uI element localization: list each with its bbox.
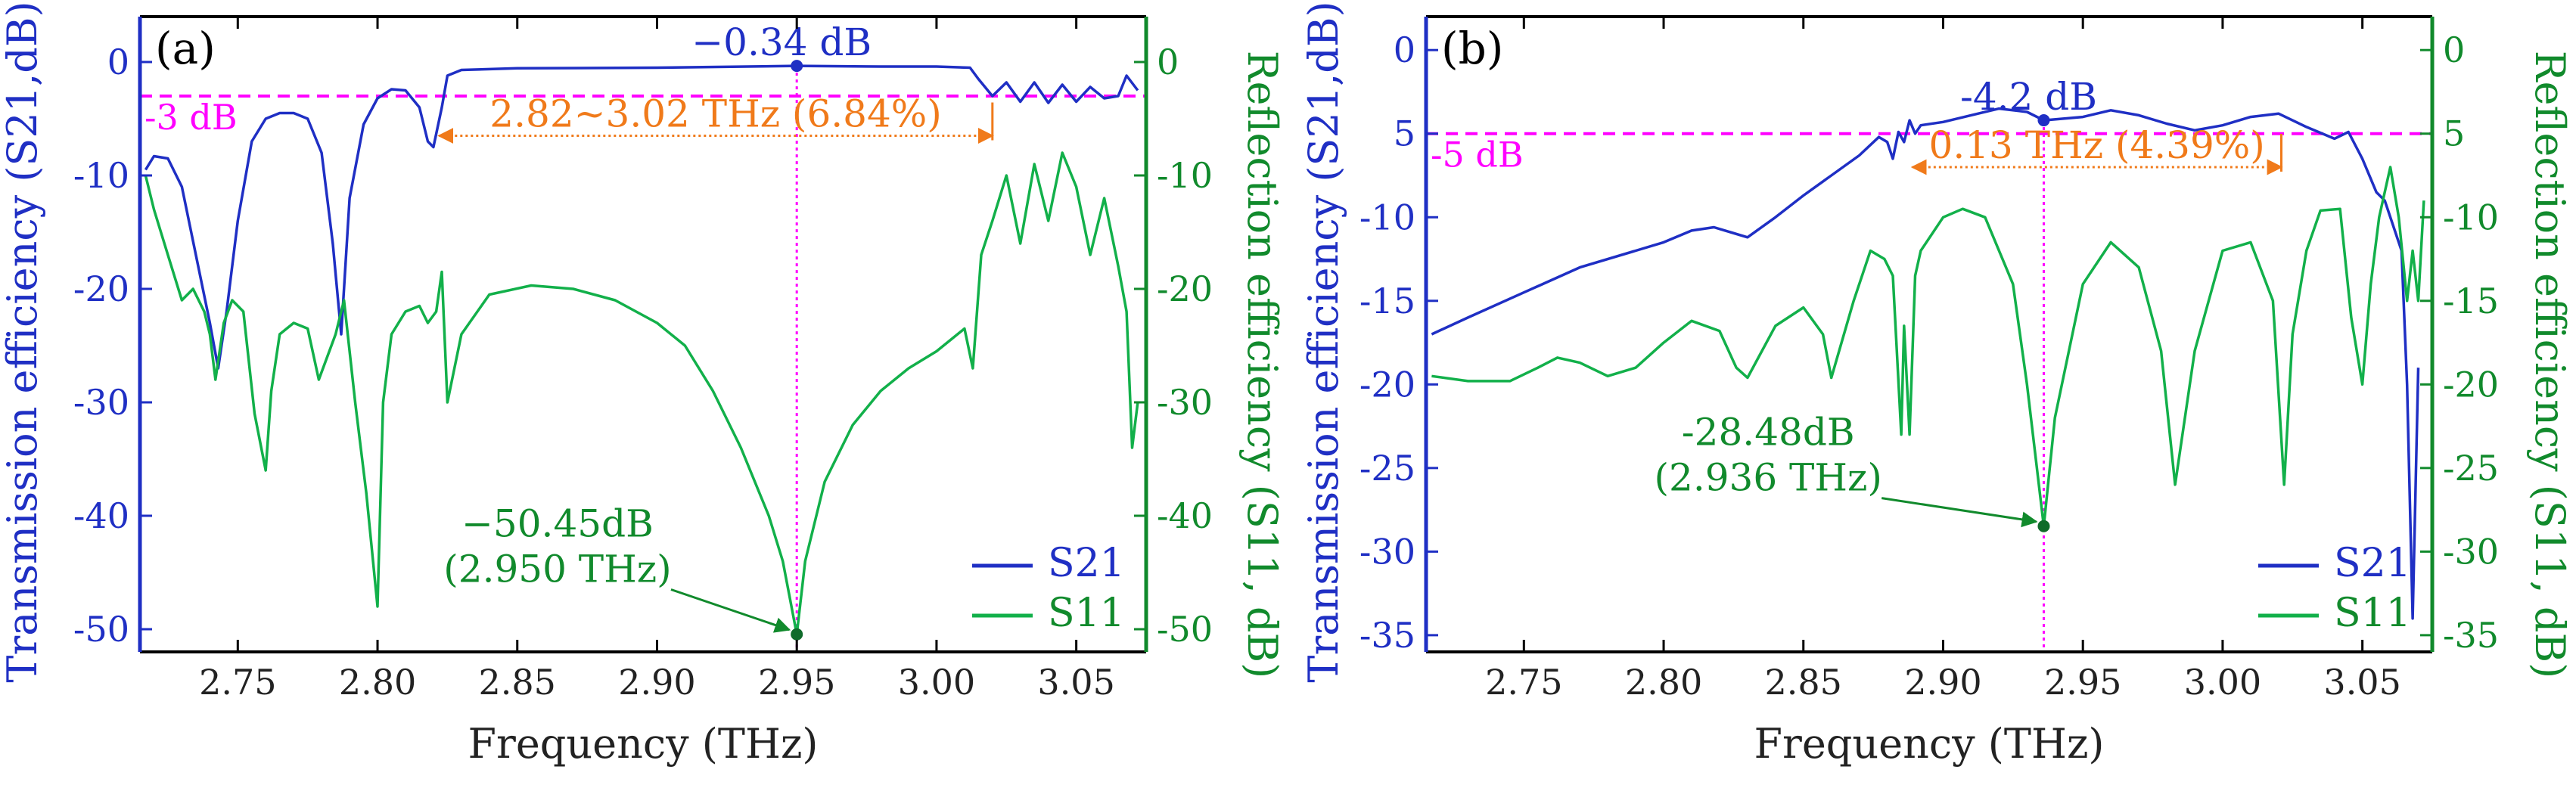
panel-b-dip-arrow — [1881, 497, 2038, 528]
panel-a-x-tick-label: 2.85 — [479, 662, 556, 703]
panel-a-bandwidth-label: 2.82~3.02 THz (6.84%) — [489, 92, 942, 136]
panel-b-threshold-label: -5 dB — [1431, 135, 1524, 175]
panel-b-legend-label-s11: S11 — [2334, 591, 2411, 636]
panel-a-x-tick-label: 3.00 — [898, 662, 975, 703]
panel-a-y-left-tick-label: -40 — [73, 495, 129, 536]
panel-b-x-tick-label: 2.85 — [1765, 662, 1842, 703]
panel-a-y-right-tick-label: -10 — [1157, 155, 1213, 196]
panel-b-dip-marker — [2037, 520, 2050, 532]
panel-a-y-right-tick-label: -20 — [1157, 268, 1213, 309]
panel-b-x-tick-label: 2.80 — [1625, 662, 1702, 703]
panel-a-dip-label-frequency: (2.950 THz) — [443, 548, 671, 591]
panel-b-x-tick-label: 2.95 — [2044, 662, 2121, 703]
panel-b-x-tick-label: 3.05 — [2323, 662, 2400, 703]
panel-a-y-left-tick-label: 0 — [107, 42, 129, 82]
panel-b-y-left-tick-label: -15 — [1359, 281, 1415, 321]
panel-b-y-right-tick-label: -15 — [2443, 281, 2499, 321]
panel-b-y-right-tick-label: -30 — [2443, 531, 2499, 572]
panel-b-peak-marker — [2037, 114, 2050, 127]
panel-a-peak-marker — [791, 60, 803, 73]
panel-a-y-right-tick-label: 0 — [1157, 42, 1179, 82]
panel-b-y-left-tick-label: 5 — [1394, 113, 1415, 154]
panel-b-y-left-tick-label: -35 — [1359, 615, 1415, 656]
panel-b-y-right-tick-label: -20 — [2443, 364, 2499, 405]
panel-b-y-left-tick-label: -10 — [1359, 197, 1415, 237]
panel-b-dip-label-frequency: (2.936 THz) — [1655, 456, 1882, 500]
panel-a-y-right-tick-label: -30 — [1157, 382, 1213, 423]
panel-a-x-tick-label: 2.90 — [618, 662, 695, 703]
panel-b-y-left-tick-label: -30 — [1359, 531, 1415, 572]
panel-b-x-axis-label: Frequency (THz) — [1754, 720, 2105, 768]
panel-a-legend-label-s21: S21 — [1048, 541, 1125, 586]
panel-b-y-right-tick-label: -10 — [2443, 197, 2499, 237]
panel-a-y-right-tick-label: -40 — [1157, 495, 1213, 536]
panel-a-dip-label-value: −50.45dB — [461, 502, 654, 546]
panel-a-peak-label: −0.34 dB — [691, 20, 872, 64]
panel-a-chart: -3 dB 2.82~3.02 THz (6.84%) −0.34 dB −50.45… — [0, 1, 1286, 768]
panel-a-threshold-label: -3 dB — [144, 97, 238, 138]
panel-a-dip-arrow — [670, 588, 791, 633]
panel-a-y-right-axis-label: Reflection efficiency (S11, dB) — [1238, 51, 1286, 678]
panel-b-chart: -5 dB 0.13 THz (4.39%)-4.2 dB -28.48dB(2.9… — [1300, 1, 2574, 768]
panel-b-y-left-tick-label: -25 — [1359, 448, 1415, 489]
panel-a-x-tick-label: 3.05 — [1037, 662, 1114, 703]
panel-a-x-tick-label: 2.95 — [758, 662, 835, 703]
panel-a-dip-marker — [791, 628, 803, 641]
panel-a-plot-area — [144, 64, 1139, 636]
panel-b-peak-label: -4.2 dB — [1960, 75, 2097, 119]
panel-b-x-tick-label: 2.75 — [1485, 662, 1562, 703]
panel-b-panel-label: (b) — [1441, 23, 1503, 74]
panel-b-x-tick-label: 2.90 — [1904, 662, 1981, 703]
panel-b-series-s11-line — [1431, 166, 2425, 528]
panel-a-panel-label: (a) — [155, 23, 216, 74]
panel-a-y-left-tick-label: -50 — [73, 609, 129, 650]
panel-b-y-right-tick-label: -35 — [2443, 615, 2499, 656]
panel-b-plot-area — [1431, 107, 2425, 620]
panel-a-y-left-axis-label: Transmission efficiency (S21,dB) — [0, 1, 46, 682]
panel-a-x-tick-label: 2.75 — [199, 662, 276, 703]
panel-b-x-tick-label: 3.00 — [2184, 662, 2261, 703]
panel-a-y-left-tick-label: -30 — [73, 382, 129, 423]
panel-b-y-left-tick-label: -20 — [1359, 364, 1415, 405]
panel-a-series-s21-line — [144, 64, 1139, 370]
panel-a-y-left-tick-label: -10 — [73, 155, 129, 196]
panel-a-legend-label-s11: S11 — [1048, 591, 1125, 636]
panel-b-dip-label-value: -28.48dB — [1682, 411, 1855, 455]
panel-a-y-left-tick-label: -20 — [73, 268, 129, 309]
panel-a-x-axis-label: Frequency (THz) — [468, 720, 819, 768]
panel-b-y-right-axis-label: Reflection efficiency (S11, dB) — [2526, 51, 2574, 678]
panel-a-x-tick-label: 2.80 — [339, 662, 416, 703]
panel-b-legend-label-s21: S21 — [2334, 541, 2411, 586]
panel-b-bandwidth-label: 0.13 THz (4.39%) — [1929, 123, 2265, 167]
panel-a-y-right-tick-label: -50 — [1157, 609, 1213, 650]
panel-a-series-s11-line — [144, 151, 1139, 636]
panel-b-series-s21-line — [1431, 107, 2420, 620]
panel-b-y-left-axis-label: Transmission efficiency (S21,dB) — [1300, 1, 1347, 682]
panel-b-y-right-tick-label: 5 — [2443, 113, 2465, 154]
panel-b-y-left-tick-label: 0 — [1394, 29, 1415, 70]
panel-b-y-right-tick-label: 0 — [2443, 29, 2465, 70]
panel-b-y-right-tick-label: -25 — [2443, 448, 2499, 489]
